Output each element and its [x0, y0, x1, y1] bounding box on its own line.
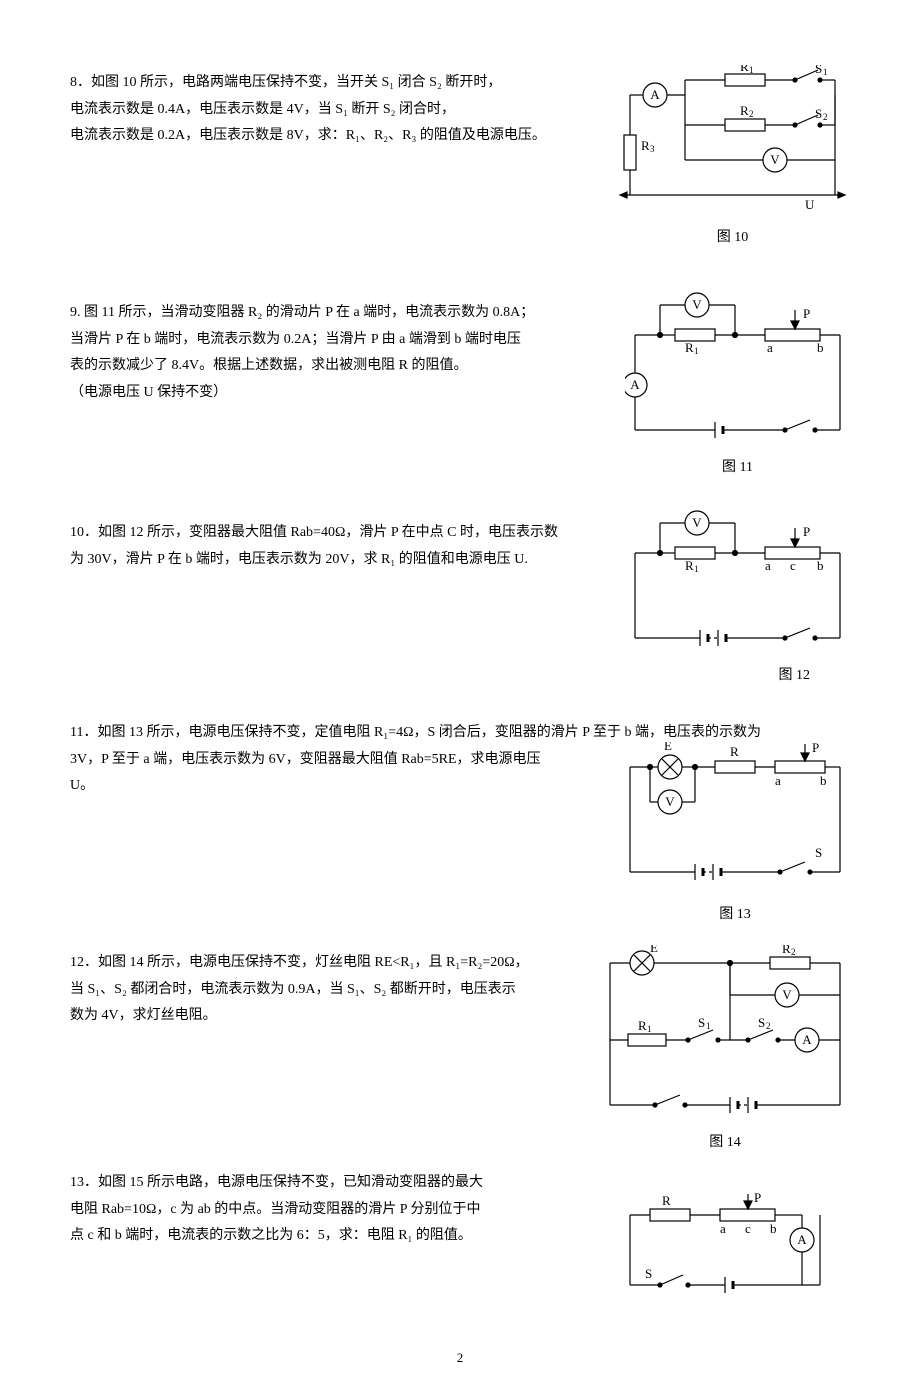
svg-text:1: 1	[823, 67, 828, 77]
svg-text:R: R	[641, 138, 650, 153]
fig11-caption: 图 11	[625, 456, 850, 476]
svg-text:2: 2	[749, 109, 754, 119]
problem-13: 13．如图 15 所示电路，电源电压保持不变，已知滑动变阻器的最大 电阻 Rab…	[70, 1170, 850, 1290]
svg-text:V: V	[665, 794, 675, 809]
svg-text:3: 3	[650, 144, 655, 154]
svg-text:c: c	[745, 1221, 751, 1236]
svg-text:R: R	[730, 744, 739, 759]
problem-10-text: 10．如图 12 所示，变阻器最大阻值 Rab=40Ω，滑片 P 在中点 C 时…	[70, 520, 600, 573]
svg-text:R: R	[685, 558, 694, 573]
p9-line4: （电源电压 U 保持不变）	[70, 380, 600, 407]
svg-text:E: E	[664, 742, 672, 753]
svg-text:V: V	[692, 297, 702, 312]
svg-text:b: b	[820, 773, 827, 788]
problem-12: 12．如图 14 所示，电源电压保持不变，灯丝电阻 RE<R₁，且 R₁=R₂=…	[70, 950, 850, 1090]
circuit-11: A V R1 P a b 图 11	[625, 290, 850, 476]
p8-line2: 电流表示数是 0.4A，电压表示数是 4V，当 S₁ 断开 S₂ 闭合时，	[70, 97, 630, 124]
problem-9-text: 9. 图 11 所示，当滑动变阻器 R₂ 的滑动片 P 在 a 端时，电流表示数…	[70, 300, 600, 406]
fig13-caption: 图 13	[620, 903, 850, 923]
svg-text:a: a	[775, 773, 781, 788]
svg-text:a: a	[765, 558, 771, 573]
problem-12-text: 12．如图 14 所示，电源电压保持不变，灯丝电阻 RE<R₁，且 R₁=R₂=…	[70, 950, 600, 1030]
p13-line2: 电阻 Rab=10Ω，c 为 ab 的中点。当滑动变阻器的滑片 P 分别位于中	[70, 1197, 550, 1224]
svg-text:P: P	[803, 306, 810, 321]
svg-text:R: R	[662, 1193, 671, 1208]
p12-line2: 当 S₁、S₂ 都闭合时，电流表示数为 0.9A，当 S₁、S₂ 都断开时，电压…	[70, 977, 600, 1004]
fig14-caption: 图 14	[600, 1131, 850, 1151]
svg-text:P: P	[754, 1190, 761, 1205]
problem-11: 11．如图 13 所示，电源电压保持不变，定值电阻 R₁=4Ω，S 闭合后，变阻…	[70, 720, 850, 860]
svg-text:R: R	[740, 65, 749, 74]
svg-text:R: R	[638, 1018, 647, 1033]
svg-text:1: 1	[694, 346, 699, 356]
p10-line2: 为 30V，滑片 P 在 b 端时，电压表示数为 20V，求 R₁ 的阻值和电源…	[70, 547, 600, 574]
p9-line2: 当滑片 P 在 b 端时，电流表示数为 0.2A；当滑片 P 由 a 端滑到 b…	[70, 327, 600, 354]
svg-text:a: a	[767, 340, 773, 355]
p12-line3: 数为 4V，求灯丝电阻。	[70, 1003, 600, 1030]
svg-text:A: A	[797, 1232, 807, 1247]
circuit-13: V E R P a b S 图 13	[620, 742, 850, 923]
p9-line3: 表的示数减少了 8.4V。根据上述数据，求出被测电阻 R 的阻值。	[70, 353, 600, 380]
fig10-caption: 图 10	[615, 226, 850, 246]
svg-text:P: P	[812, 742, 819, 755]
svg-text:2: 2	[766, 1021, 771, 1031]
svg-text:V: V	[692, 515, 702, 530]
svg-text:A: A	[802, 1032, 812, 1047]
svg-text:S: S	[698, 1015, 705, 1030]
p12-line1: 12．如图 14 所示，电源电压保持不变，灯丝电阻 RE<R₁，且 R₁=R₂=…	[70, 950, 600, 977]
p8-line1: 8．如图 10 所示，电路两端电压保持不变，当开关 S₁ 闭合 S₂ 断开时，	[70, 70, 630, 97]
problem-8: 8．如图 10 所示，电路两端电压保持不变，当开关 S₁ 闭合 S₂ 断开时， …	[70, 70, 850, 210]
circuit-14: E R2 V R1 S1 S2 A 图 14	[600, 945, 850, 1151]
svg-text:1: 1	[694, 564, 699, 574]
p13-line1: 13．如图 15 所示电路，电源电压保持不变，已知滑动变阻器的最大	[70, 1170, 550, 1197]
p9-line1: 9. 图 11 所示，当滑动变阻器 R₂ 的滑动片 P 在 a 端时，电流表示数…	[70, 300, 600, 327]
svg-text:R: R	[685, 340, 694, 355]
p11-line2: 3V，P 至于 a 端，电压表示数为 6V，变阻器最大阻值 Rab=5RE，求电…	[70, 747, 580, 774]
svg-text:b: b	[817, 558, 824, 573]
svg-text:1: 1	[647, 1024, 652, 1034]
circuit-12: V R1 P a c b 图 12	[625, 508, 850, 684]
svg-text:R: R	[740, 103, 749, 118]
svg-text:R: R	[782, 945, 791, 956]
problem-10: 10．如图 12 所示，变阻器最大阻值 Rab=40Ω，滑片 P 在中点 C 时…	[70, 520, 850, 660]
problem-13-text: 13．如图 15 所示电路，电源电压保持不变，已知滑动变阻器的最大 电阻 Rab…	[70, 1170, 550, 1250]
svg-text:S: S	[815, 106, 822, 121]
svg-text:E: E	[650, 945, 658, 955]
svg-text:S: S	[815, 845, 822, 860]
svg-text:2: 2	[823, 112, 828, 122]
p13-line3: 点 c 和 b 端时，电流表的示数之比为 6：5，求：电阻 R₁ 的阻值。	[70, 1223, 550, 1250]
svg-text:S: S	[815, 65, 822, 76]
svg-text:b: b	[817, 340, 824, 355]
svg-text:U: U	[805, 197, 815, 212]
problem-9: 9. 图 11 所示，当滑动变阻器 R₂ 的滑动片 P 在 a 端时，电流表示数…	[70, 300, 850, 440]
svg-text:V: V	[782, 987, 792, 1002]
svg-text:1: 1	[706, 1021, 711, 1031]
svg-text:a: a	[720, 1221, 726, 1236]
svg-text:1: 1	[749, 65, 754, 75]
svg-text:V: V	[770, 152, 780, 167]
page-number: 2	[70, 1350, 850, 1366]
svg-text:A: A	[650, 87, 660, 102]
svg-text:2: 2	[791, 947, 796, 957]
svg-text:c: c	[790, 558, 796, 573]
problem-8-text: 8．如图 10 所示，电路两端电压保持不变，当开关 S₁ 闭合 S₂ 断开时， …	[70, 70, 630, 150]
p8-line3: 电流表示数是 0.2A，电压表示数是 8V，求：R₁、R₂、R₃ 的阻值及电源电…	[70, 123, 630, 150]
svg-text:b: b	[770, 1221, 777, 1236]
circuit-15: R P a c b A S	[620, 1190, 830, 1305]
p10-line1: 10．如图 12 所示，变阻器最大阻值 Rab=40Ω，滑片 P 在中点 C 时…	[70, 520, 600, 547]
circuit-10: A V R1 R2 R3 S1 S2 U 图 10	[615, 65, 850, 246]
svg-text:A: A	[630, 377, 640, 392]
svg-text:S: S	[758, 1015, 765, 1030]
svg-text:S: S	[645, 1266, 652, 1281]
svg-text:P: P	[803, 524, 810, 539]
fig12-caption: 图 12	[625, 664, 850, 684]
